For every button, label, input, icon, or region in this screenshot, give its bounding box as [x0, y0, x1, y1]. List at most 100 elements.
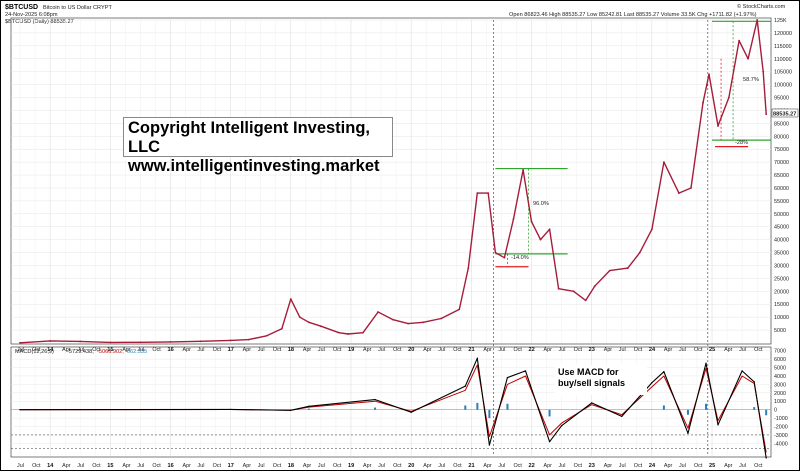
x-tick-label: Oct	[393, 347, 402, 353]
x-tick-label: Jul	[498, 463, 505, 469]
price-tick-label: 70000	[774, 160, 789, 166]
x-tick-label: Jul	[137, 347, 144, 353]
macd-tick-label: 0	[774, 408, 777, 414]
price-point	[487, 192, 490, 195]
x-tick-label: Oct	[754, 347, 763, 353]
last-price-tag	[771, 108, 799, 118]
price-point	[678, 192, 680, 195]
price-point	[727, 96, 730, 99]
x-tick-label: Apr	[363, 347, 372, 353]
price-point	[440, 317, 443, 320]
instrument-name: Bitcoin to US Dollar	[43, 5, 92, 11]
macd-grid	[11, 349, 771, 456]
price-axis: 5000 10000 15000 20000 25000 30000 35000 40000 4…	[774, 18, 792, 334]
price-point	[169, 340, 172, 343]
x-tick-label: 17	[228, 347, 234, 353]
price-point	[762, 70, 765, 73]
x-tick-label: 20	[408, 347, 414, 353]
x-tick-label: Jul	[739, 347, 746, 353]
price-point	[467, 267, 470, 269]
histogram-bar	[374, 407, 377, 410]
x-tick-label: Apr	[122, 463, 131, 469]
price-tick-label: 95000	[774, 96, 789, 102]
x-tick-label: Jul	[258, 463, 265, 469]
macd-tick-label: -4000	[774, 441, 788, 447]
price-point	[702, 101, 704, 104]
macd-panel	[10, 346, 772, 458]
x-tick-label: Jul	[378, 463, 385, 469]
x-tick-label: Apr	[303, 347, 312, 353]
x-tick-label: Oct	[694, 463, 703, 469]
x-tick-label: 15	[107, 463, 113, 469]
x-tick-label: Apr	[604, 463, 613, 469]
macd-tick-label: 7000	[774, 349, 786, 355]
price-tick-label: 125K	[774, 18, 787, 24]
price-tick-label: 30000	[774, 263, 789, 269]
price-point	[548, 228, 551, 231]
macd-tick-label: -3000	[774, 433, 788, 439]
price-tick-label: 65000	[774, 173, 789, 179]
histogram-bar	[753, 407, 756, 410]
x-tick-label: 22	[529, 463, 535, 469]
x-tick-label: Oct	[213, 463, 222, 469]
price-point	[280, 327, 283, 330]
macd-note-line2: buy/sell signals	[558, 378, 626, 388]
x-tick-label: Jul	[498, 347, 505, 353]
x-tick-label: 17	[228, 463, 234, 469]
price-tick-label: 10000	[774, 315, 789, 321]
price-point	[512, 218, 515, 220]
price-panel	[10, 17, 772, 345]
macd-note: Use MACD for buy/sell signals	[555, 365, 647, 395]
x-tick-label: 15	[107, 347, 113, 353]
stats: Open 86823.46 High 88535.27 Low 85242.81…	[509, 12, 757, 18]
price-tick-label: 35000	[774, 251, 789, 257]
macd-point	[741, 370, 743, 372]
price-point	[765, 113, 768, 116]
histogram-bar	[506, 403, 509, 410]
price-point	[717, 125, 719, 127]
macd-value: -5729.438,	[67, 349, 94, 355]
price-point	[738, 39, 741, 42]
x-tick-label: Jul	[17, 463, 24, 469]
x-tick-label: Apr	[122, 347, 131, 353]
histogram-bar	[686, 409, 689, 415]
last-price-label: 88535.27	[773, 112, 796, 118]
x-tick-label: 25	[709, 347, 715, 353]
price-tick-label: 115000	[774, 44, 792, 50]
price-point	[494, 251, 497, 254]
macd-point	[506, 376, 509, 379]
macd-name: MACD(12,26,9)	[15, 349, 54, 355]
copyright-line1: Copyright Intelligent Investing, LLC	[128, 119, 371, 156]
price-point	[638, 251, 641, 254]
x-tick-label: Jul	[318, 347, 325, 353]
price-point	[650, 228, 653, 231]
price-point	[307, 321, 310, 324]
price-tick-label: 50000	[774, 212, 789, 218]
price-tick-label: 80000	[774, 134, 789, 140]
x-tick-label: Oct	[574, 347, 583, 353]
macd-point	[19, 408, 21, 411]
price-point	[608, 269, 611, 272]
price-tick-label: 40000	[774, 238, 789, 244]
price-point	[298, 316, 301, 319]
x-tick-label: Jul	[619, 463, 626, 469]
x-tick-label: 24	[649, 463, 656, 469]
x-tick-label: Jul	[17, 347, 24, 353]
macd-point	[374, 398, 376, 401]
price-point	[392, 318, 395, 321]
macd-point	[464, 385, 467, 387]
x-tick-label: Apr	[183, 463, 192, 469]
x-tick-label: 14	[47, 347, 54, 353]
price-point	[289, 298, 292, 300]
x-tick-label: Oct	[92, 463, 101, 469]
histogram-bar	[662, 405, 665, 410]
x-tick-label: Oct	[634, 463, 643, 469]
price-point	[139, 341, 142, 344]
macd-tick-label: 6000	[774, 357, 786, 363]
histogram-bar	[705, 403, 708, 410]
macd-axis: -4000 -3000 -2000 -1000 0 1000 2000 3000 4000 500…	[774, 349, 788, 448]
macd-tick-label: -2000	[774, 425, 788, 431]
price-point	[347, 333, 349, 335]
rally-2021-label: 96.0%	[533, 201, 549, 207]
